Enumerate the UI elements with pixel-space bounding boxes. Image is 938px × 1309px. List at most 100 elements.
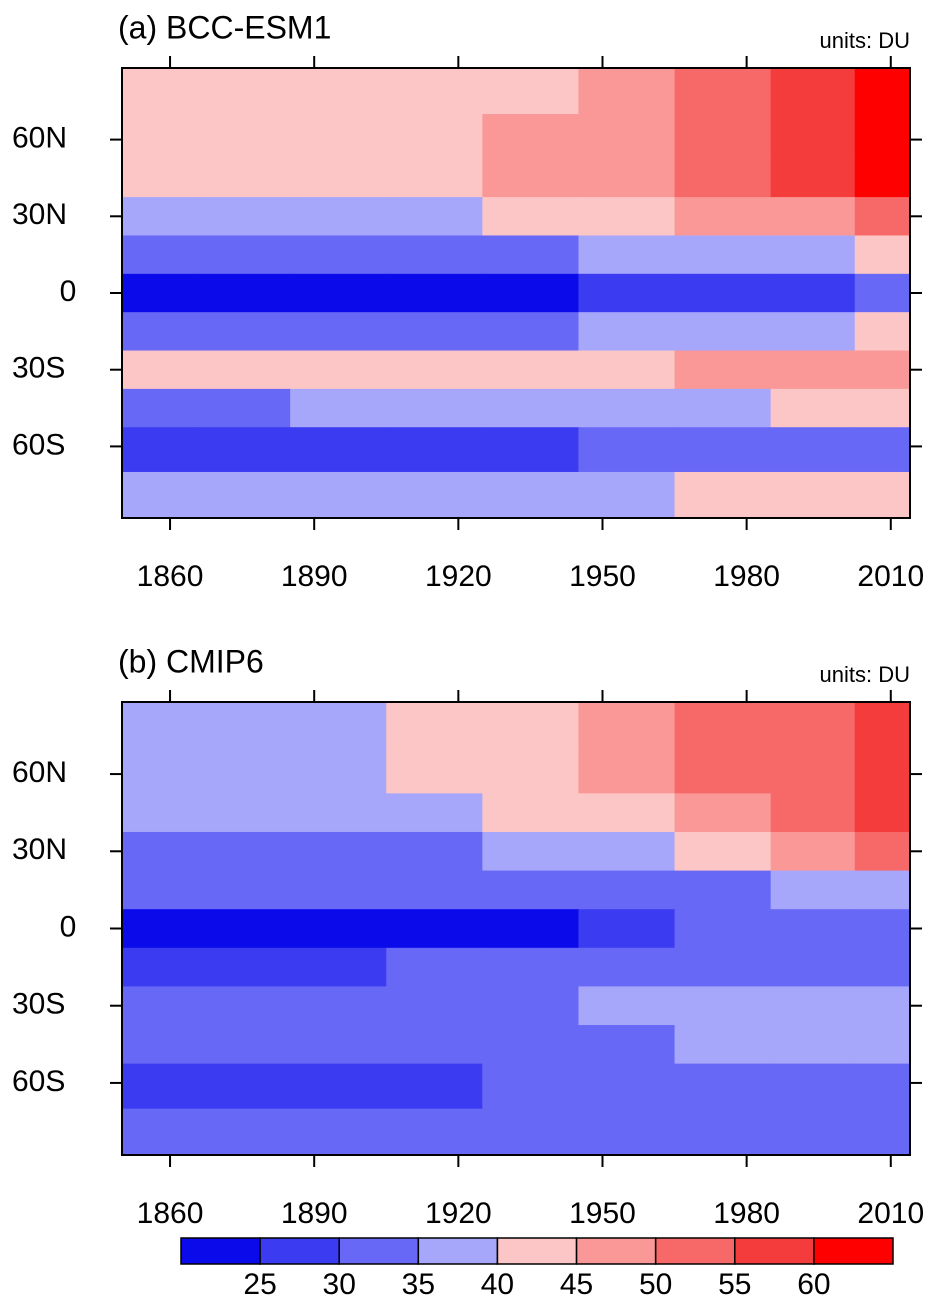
contour-cell [578,388,676,428]
contour-cell [482,986,579,1026]
contour-cell [854,947,911,987]
colorbar-label: 45 [560,1268,593,1301]
contour-cell [674,158,772,198]
contour-cell [854,831,911,872]
contour-cell [770,350,856,390]
y-tick-label: 60N [12,122,67,155]
colorbar-box [813,1237,894,1265]
x-tick-label: 1860 [137,560,204,593]
contour-cell [482,68,579,115]
contour-cell [386,702,483,749]
contour-cell [482,748,579,794]
contour-cell [854,68,911,115]
contour-cell [194,793,291,833]
contour-cell [194,986,291,1026]
contour-cell [482,114,579,160]
contour-cell [578,235,676,275]
contour-cell [386,1108,483,1156]
contour-cell [770,748,856,794]
colorbar-box [180,1237,261,1265]
contour-cell [854,702,911,749]
contour-cell [674,986,772,1026]
contour-cell [578,870,676,910]
contour-cell [482,471,579,519]
contour-cell [482,947,579,987]
contour-cell [854,273,911,313]
contour-cell [122,114,195,160]
contour-cell [482,1025,579,1065]
contour-cell [674,1025,772,1065]
x-tick-label: 2010 [857,560,924,593]
contour-cell [290,1063,387,1110]
contour-cell [194,1108,291,1156]
colorbar-box [496,1237,578,1265]
colorbar-label: 25 [243,1268,276,1301]
contour-cell [482,1063,579,1110]
contour-cell [482,909,579,949]
contour-cell [674,312,772,352]
contour-cell [674,197,772,236]
contour-cell [194,1063,291,1110]
contour-cell [290,273,387,313]
contour-cell [578,158,676,198]
units-label: units: DU [820,28,910,53]
contour-cell [290,748,387,794]
contour-cell [770,793,856,833]
contour-cell [122,350,195,390]
contour-cell [770,427,856,473]
contour-cell [290,114,387,160]
y-tick-label: 0 [60,910,77,943]
contour-cell [194,909,291,949]
contour-cell [578,471,676,519]
contour-cell [854,870,911,910]
contour-cell [386,312,483,352]
x-tick-label: 1890 [281,560,348,593]
contour-cell [770,870,856,910]
contour-cell [194,273,291,313]
contour-cell [578,273,676,313]
contour-cell [122,793,195,833]
contour-cell [386,1025,483,1065]
contour-cell [674,350,772,390]
contour-cell [854,158,911,198]
contour-cell [194,235,291,275]
contour-cell [386,947,483,987]
panel-title: (b) CMIP6 [118,643,264,679]
contour-cell [386,273,483,313]
contour-cell [122,235,195,275]
contour-cell [290,388,387,428]
contour-cell [386,197,483,236]
contour-cell [674,273,772,313]
contour-cell [290,312,387,352]
y-tick-label: 60S [12,428,65,461]
contour-cell [290,831,387,872]
x-tick-label: 1950 [569,560,636,593]
contour-cell [674,870,772,910]
contour-cell [854,427,911,473]
contour-cell [122,158,195,198]
x-tick-label: 1860 [137,1197,204,1230]
contour-cell [386,350,483,390]
contour-cell [194,427,291,473]
contour-cell [290,427,387,473]
contour-cell [122,1108,195,1156]
contour-cell [290,235,387,275]
contour-cell [122,1025,195,1065]
y-tick-label: 60N [12,756,67,789]
contour-cell [770,702,856,749]
contour-cell [482,870,579,910]
contour-cell [290,793,387,833]
contour-cell [386,909,483,949]
x-tick-label: 2010 [857,1197,924,1230]
contour-cell [578,197,676,236]
colorbar-box [734,1237,815,1265]
contour-cell [854,1025,911,1065]
contour-cell [854,235,911,275]
contour-cell [770,312,856,352]
contour-cell [578,68,676,115]
contour-cell [386,1063,483,1110]
units-label: units: DU [820,662,910,687]
y-tick-label: 30S [12,352,65,385]
contour-cell [578,986,676,1026]
contour-cell [674,748,772,794]
